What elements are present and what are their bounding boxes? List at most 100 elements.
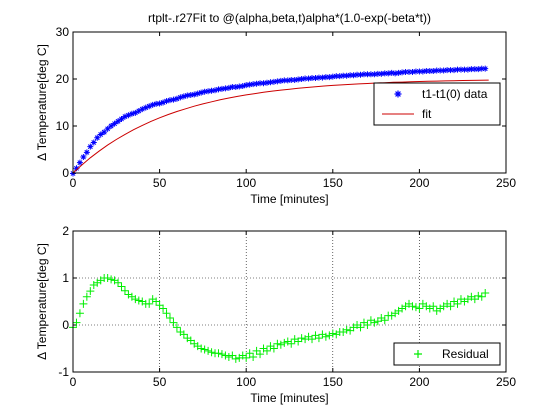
x-tick-label: 250 — [496, 375, 516, 389]
residual-point — [214, 349, 223, 358]
residual-point — [477, 292, 486, 301]
data-point — [468, 66, 475, 73]
data-point — [160, 99, 167, 106]
residual-point — [186, 336, 195, 345]
x-tick-label: 0 — [70, 375, 77, 389]
data-point — [475, 66, 482, 73]
residual-point — [415, 304, 424, 313]
axes-frame — [72, 230, 507, 373]
data-point — [267, 79, 274, 86]
residual-point — [411, 303, 420, 312]
data-point — [406, 68, 413, 75]
data-point — [180, 93, 187, 100]
data-point — [111, 120, 118, 127]
residual-point — [308, 335, 317, 344]
data-point — [83, 149, 90, 156]
data-point — [392, 70, 399, 77]
residual-point — [470, 295, 479, 304]
data-point — [347, 72, 354, 79]
data-point — [163, 98, 170, 105]
data-point — [381, 70, 388, 77]
data-point — [298, 76, 305, 82]
data-point — [97, 131, 104, 138]
data-point — [243, 82, 250, 89]
data-point — [218, 85, 225, 92]
data-point — [87, 143, 94, 150]
data-point — [343, 72, 350, 79]
residual-point — [314, 334, 323, 343]
data-point — [277, 77, 284, 84]
data-point — [80, 154, 87, 161]
data-point — [367, 71, 374, 78]
residual-point — [165, 313, 174, 322]
data-point — [451, 67, 458, 74]
data-point — [253, 80, 260, 87]
data-point — [101, 129, 108, 136]
residual-point — [370, 318, 379, 327]
data-point — [132, 109, 139, 116]
x-axis-label: Time [minutes] — [250, 391, 328, 405]
residual-point — [117, 282, 126, 291]
legend-label: Residual — [442, 347, 489, 361]
data-point — [402, 68, 409, 75]
residual-point — [276, 340, 285, 349]
y-tick-label: 10 — [56, 119, 70, 133]
series-fit — [72, 79, 489, 174]
data-point — [108, 123, 115, 129]
data-point — [135, 107, 142, 114]
data-point — [399, 69, 406, 76]
x-axis-label: Time [minutes] — [250, 192, 328, 206]
data-point — [354, 71, 361, 78]
residual-point — [297, 334, 306, 343]
legend-box — [373, 82, 501, 126]
residual-point — [72, 318, 81, 327]
data-point — [315, 74, 322, 81]
legend: t1-t1(0) data fit — [373, 82, 501, 126]
data-point — [156, 100, 163, 107]
residual-point — [429, 302, 438, 311]
x-tick-label: 0 — [70, 176, 77, 190]
data-point — [309, 75, 316, 82]
data-point — [457, 66, 464, 73]
fit-line — [72, 79, 489, 174]
data-point — [205, 88, 212, 95]
data-point — [177, 94, 184, 101]
x-tick-label: 150 — [323, 375, 343, 389]
residual-point — [342, 325, 351, 334]
residual-point — [280, 338, 289, 347]
legend: Residual — [393, 342, 501, 366]
residual-point — [200, 345, 209, 354]
x-tick-label: 200 — [409, 176, 429, 190]
data-point — [360, 71, 367, 78]
x-tick-label: 50 — [153, 375, 167, 389]
data-point — [378, 70, 385, 77]
residual-point — [75, 309, 84, 318]
residual-point — [179, 330, 188, 339]
data-point — [419, 68, 426, 75]
legend-label: t1-t1(0) data — [422, 87, 488, 101]
legend-label: fit — [422, 107, 432, 121]
residual-point — [474, 291, 483, 300]
data-point — [153, 100, 160, 107]
data-point — [239, 83, 246, 90]
data-point — [281, 77, 288, 84]
residual-point — [79, 299, 88, 308]
data-point — [232, 83, 239, 90]
residual-point — [321, 332, 330, 341]
y-axis-label: Δ Temperature[deg C] — [35, 44, 49, 161]
data-point — [295, 76, 302, 83]
data-point — [288, 76, 295, 83]
data-point — [94, 134, 101, 141]
data-point — [426, 68, 433, 75]
residual-point — [380, 316, 389, 325]
residual-point — [256, 350, 265, 359]
residual-point — [328, 329, 337, 338]
data-point — [350, 72, 357, 79]
data-point — [395, 69, 402, 76]
residual-point — [231, 354, 240, 363]
y-tick-label: 20 — [56, 72, 70, 86]
data-point — [184, 92, 191, 99]
data-point — [142, 104, 149, 111]
residual-point — [204, 346, 213, 355]
